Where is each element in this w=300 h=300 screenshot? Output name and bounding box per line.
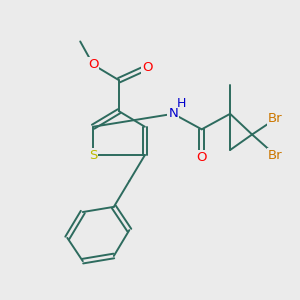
Text: N: N (168, 107, 178, 120)
Text: Br: Br (268, 112, 283, 125)
Text: O: O (196, 151, 207, 164)
Text: O: O (88, 58, 98, 71)
Text: Br: Br (268, 149, 283, 162)
Text: S: S (89, 149, 97, 162)
Text: H: H (176, 97, 186, 110)
Text: O: O (142, 61, 153, 74)
